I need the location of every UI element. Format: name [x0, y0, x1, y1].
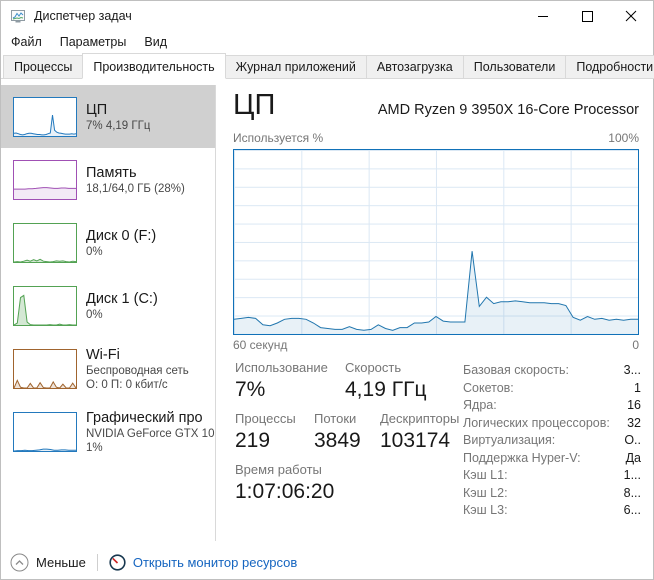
chart-zero-label: 0 [632, 338, 639, 352]
chart-time-label: 60 секунд [233, 338, 288, 352]
menu-view[interactable]: Вид [144, 35, 167, 49]
handles-label: Дескрипторы [380, 411, 460, 426]
menu-file[interactable]: Файл [11, 35, 42, 49]
open-resource-monitor-link[interactable]: Открыть монитор ресурсов [132, 555, 298, 570]
chevron-up-circle-icon[interactable] [10, 553, 29, 572]
processes-label: Процессы [235, 411, 296, 426]
sidebar-item-memory[interactable]: Память 18,1/64,0 ГБ (28%) [1, 148, 215, 211]
handles-value: 103174 [380, 429, 451, 452]
chart-max-label: 100% [608, 131, 639, 145]
sidebar-item-disk0[interactable]: Диск 0 (F:) 0% [1, 211, 215, 274]
detail-row: Ядра: 16 [463, 398, 641, 412]
menu-bar: Файл Параметры Вид [1, 31, 653, 53]
detail-row: Кэш L2: 8... [463, 485, 641, 500]
threads-value: 3849 [314, 429, 361, 452]
sidebar-item-gpu[interactable]: Графический про NVIDIA GeForce GTX 107 1% [1, 400, 215, 463]
cpu-thumbnail-chart [13, 96, 77, 137]
window-title: Диспетчер задач [34, 9, 132, 23]
resource-monitor-icon[interactable] [109, 554, 126, 571]
tab-performance[interactable]: Производительность [82, 53, 226, 79]
wifi-thumbnail-chart [13, 348, 77, 389]
disk0-thumbnail-chart [13, 222, 77, 263]
sidebar-item-disk1[interactable]: Диск 1 (C:) 0% [1, 274, 215, 337]
close-icon [625, 10, 637, 22]
detail-row: Кэш L1: 1... [463, 468, 641, 482]
detail-row: Кэш L3: 6... [463, 503, 641, 517]
task-manager-icon [10, 8, 26, 24]
gpu-thumbnail-chart [13, 411, 77, 452]
detail-row: Базовая скорость: 3... [463, 363, 641, 377]
fewer-details-button[interactable]: Меньше [36, 555, 86, 570]
minimize-icon [538, 15, 548, 17]
disk1-thumbnail-chart [13, 285, 77, 326]
tab-users[interactable]: Пользователи [462, 55, 567, 79]
speed-value: 4,19 ГГц [345, 378, 427, 401]
tab-app-history[interactable]: Журнал приложений [224, 55, 367, 79]
footer-bar: Меньше Открыть монитор ресурсов [1, 546, 653, 579]
detail-row: Логических процессоров: 32 [463, 415, 641, 430]
detail-row: Виртуализация: О.. [463, 433, 641, 447]
uptime-label: Время работы [235, 462, 322, 477]
speed-label: Скорость [345, 360, 402, 375]
maximize-icon [581, 10, 593, 22]
title-bar: Диспетчер задач [1, 1, 653, 31]
detail-row: Поддержка Hyper-V: Да [463, 450, 641, 465]
performance-sidebar: ЦП 7% 4,19 ГГц Память 18,1/64,0 ГБ (28%) Д… [1, 85, 215, 463]
tab-startup[interactable]: Автозагрузка [365, 55, 464, 79]
close-button[interactable] [609, 1, 653, 31]
tab-details[interactable]: Подробности [565, 55, 654, 79]
usage-label: Использование [235, 360, 328, 375]
chart-top-label: Используется % [233, 131, 324, 145]
footer-separator [96, 554, 98, 571]
processor-name: AMD Ryzen 9 3950X 16-Core Processor [377, 102, 639, 118]
cpu-details: Базовая скорость: 3... Сокетов: 1 Ядра: 16 … [463, 362, 641, 520]
threads-label: Потоки [314, 411, 357, 426]
sidebar-item-cpu[interactable]: ЦП 7% 4,19 ГГц [1, 85, 215, 148]
usage-value: 7% [235, 378, 266, 401]
cpu-usage-chart [233, 149, 639, 335]
sidebar-divider [215, 85, 216, 541]
maximize-button[interactable] [565, 1, 609, 31]
detail-row: Сокетов: 1 [463, 380, 641, 395]
panel-title: ЦП [233, 89, 276, 121]
tab-processes[interactable]: Процессы [3, 55, 84, 79]
uptime-value: 1:07:06:20 [235, 480, 335, 503]
memory-thumbnail-chart [13, 159, 77, 200]
menu-options[interactable]: Параметры [59, 35, 127, 49]
tab-strip: Процессы Производительность Журнал прило… [1, 53, 654, 79]
processes-value: 219 [235, 429, 271, 452]
minimize-button[interactable] [521, 1, 565, 31]
cpu-stats: Использование Скорость 7% 4,19 ГГц Проце… [233, 360, 641, 530]
cpu-panel: ЦП AMD Ryzen 9 3950X 16-Core Processor И… [233, 89, 641, 530]
sidebar-item-wifi[interactable]: Wi-Fi Беспроводная сеть О: 0 П: 0 кбит/с [1, 337, 215, 400]
